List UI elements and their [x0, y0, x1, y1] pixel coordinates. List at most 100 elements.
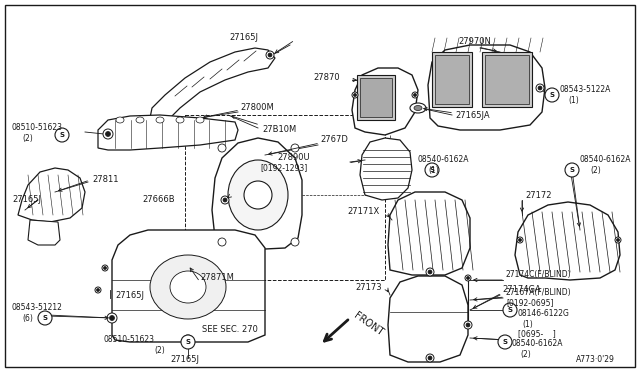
Ellipse shape — [616, 238, 620, 241]
Polygon shape — [388, 276, 468, 362]
Ellipse shape — [268, 53, 272, 57]
Ellipse shape — [186, 337, 191, 343]
Circle shape — [565, 163, 579, 177]
Text: (2): (2) — [520, 350, 531, 359]
Text: [0695-    ]: [0695- ] — [518, 330, 556, 339]
Ellipse shape — [517, 237, 523, 243]
Text: S: S — [60, 132, 65, 138]
Ellipse shape — [352, 92, 358, 98]
Text: FRONT: FRONT — [352, 311, 385, 338]
Circle shape — [181, 335, 195, 349]
Text: 27970N: 27970N — [458, 38, 491, 46]
Ellipse shape — [221, 196, 229, 204]
Ellipse shape — [150, 255, 226, 319]
Text: [0192-0695]: [0192-0695] — [506, 298, 554, 308]
Ellipse shape — [426, 268, 434, 276]
Text: 27174C(F/BLIND): 27174C(F/BLIND) — [506, 270, 572, 279]
Circle shape — [503, 303, 517, 317]
Text: (6): (6) — [22, 314, 33, 323]
Text: 08543-5122A: 08543-5122A — [560, 86, 611, 94]
Bar — [485, 55, 529, 104]
Text: (2): (2) — [154, 346, 165, 355]
Text: 08540-6162A: 08540-6162A — [580, 155, 632, 164]
Text: [0192-1293]: [0192-1293] — [260, 164, 308, 173]
Polygon shape — [428, 45, 545, 130]
Ellipse shape — [176, 117, 184, 123]
Polygon shape — [360, 138, 412, 200]
Ellipse shape — [428, 270, 432, 274]
Polygon shape — [18, 168, 85, 222]
Ellipse shape — [218, 238, 226, 246]
Text: (2): (2) — [590, 166, 601, 174]
Ellipse shape — [218, 144, 226, 152]
Ellipse shape — [428, 356, 432, 360]
Text: 27174GA: 27174GA — [502, 285, 541, 295]
Ellipse shape — [466, 323, 470, 327]
Ellipse shape — [104, 266, 106, 269]
Ellipse shape — [413, 93, 417, 96]
Ellipse shape — [414, 106, 422, 110]
Ellipse shape — [518, 238, 522, 241]
Ellipse shape — [228, 160, 288, 230]
Text: 27666B: 27666B — [142, 196, 175, 205]
Text: S: S — [570, 167, 575, 173]
Ellipse shape — [116, 117, 124, 123]
Text: 27167A(F/BLIND): 27167A(F/BLIND) — [506, 289, 572, 298]
Text: S: S — [502, 339, 508, 345]
Ellipse shape — [291, 144, 299, 152]
Ellipse shape — [95, 287, 101, 293]
Text: (2): (2) — [22, 134, 33, 142]
Text: 27172: 27172 — [525, 190, 552, 199]
Text: 2767D: 2767D — [320, 135, 348, 144]
Ellipse shape — [102, 265, 108, 271]
Text: S: S — [42, 315, 47, 321]
Bar — [482, 52, 532, 107]
Bar — [435, 55, 469, 104]
Text: 08146-6122G: 08146-6122G — [518, 310, 570, 318]
Ellipse shape — [186, 338, 190, 342]
Circle shape — [55, 128, 69, 142]
Ellipse shape — [103, 129, 113, 139]
Polygon shape — [352, 68, 418, 135]
Ellipse shape — [244, 181, 272, 209]
Text: 27165J: 27165J — [229, 33, 258, 42]
Ellipse shape — [196, 117, 204, 123]
Ellipse shape — [109, 315, 115, 321]
Text: (1): (1) — [428, 166, 439, 174]
Ellipse shape — [538, 86, 542, 90]
Ellipse shape — [465, 275, 471, 281]
Text: (1): (1) — [522, 320, 532, 328]
Ellipse shape — [184, 336, 192, 344]
Bar — [357, 75, 395, 120]
Text: 27800M: 27800M — [240, 103, 274, 112]
Text: 27171X: 27171X — [348, 208, 380, 217]
Text: 27B10M: 27B10M — [262, 125, 296, 135]
Ellipse shape — [136, 117, 144, 123]
Bar — [432, 52, 472, 107]
Ellipse shape — [183, 335, 193, 345]
Text: S: S — [186, 339, 191, 345]
Text: S: S — [429, 167, 435, 173]
Text: 27173: 27173 — [355, 283, 382, 292]
Bar — [185, 115, 385, 280]
Ellipse shape — [156, 117, 164, 123]
Text: S: S — [508, 307, 513, 313]
Ellipse shape — [410, 103, 426, 113]
Ellipse shape — [615, 237, 621, 243]
Ellipse shape — [536, 84, 544, 92]
Ellipse shape — [412, 92, 418, 98]
Circle shape — [545, 88, 559, 102]
Ellipse shape — [97, 289, 99, 292]
Ellipse shape — [266, 51, 274, 59]
Text: A773·0'29: A773·0'29 — [576, 356, 615, 365]
Text: 27165J: 27165J — [12, 196, 41, 205]
Text: 27890U: 27890U — [277, 154, 310, 163]
Text: 27870: 27870 — [314, 74, 340, 83]
Ellipse shape — [107, 313, 117, 323]
Text: (1): (1) — [568, 96, 579, 105]
Circle shape — [425, 163, 439, 177]
Ellipse shape — [353, 93, 356, 96]
Polygon shape — [112, 230, 265, 342]
Polygon shape — [515, 202, 620, 280]
Ellipse shape — [426, 354, 434, 362]
